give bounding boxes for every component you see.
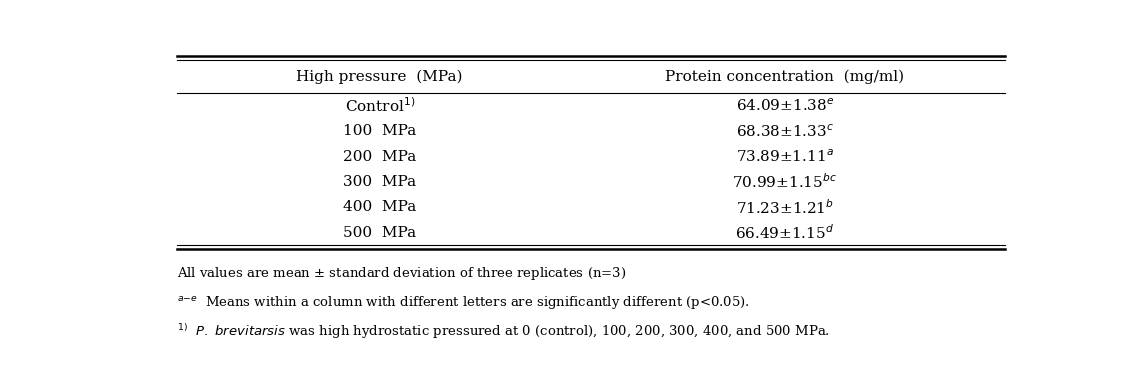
Text: 68.38±1.33$^{c}$: 68.38±1.33$^{c}$ bbox=[736, 123, 834, 140]
Text: 73.89±1.11$^{a}$: 73.89±1.11$^{a}$ bbox=[736, 148, 834, 165]
Text: $^{a\mathrm{-}e}$  Means within a column with different letters are significantl: $^{a\mathrm{-}e}$ Means within a column … bbox=[177, 294, 750, 311]
Text: 64.09±1.38$^{e}$: 64.09±1.38$^{e}$ bbox=[735, 98, 834, 114]
Text: 71.23±1.21$^{b}$: 71.23±1.21$^{b}$ bbox=[736, 198, 834, 217]
Text: $^{1)}$  $\it{P. \ brevitarsis}$ was high hydrostatic pressured at 0 (control), : $^{1)}$ $\it{P. \ brevitarsis}$ was high… bbox=[177, 322, 830, 341]
Text: 500  MPa: 500 MPa bbox=[343, 226, 416, 240]
Text: 400  MPa: 400 MPa bbox=[343, 200, 416, 214]
Text: 70.99±1.15$^{bc}$: 70.99±1.15$^{bc}$ bbox=[733, 173, 837, 191]
Text: 200  MPa: 200 MPa bbox=[343, 150, 416, 163]
Text: 300  MPa: 300 MPa bbox=[343, 175, 416, 189]
Text: Control$^{1)}$: Control$^{1)}$ bbox=[344, 96, 415, 115]
Text: 66.49±1.15$^{d}$: 66.49±1.15$^{d}$ bbox=[735, 223, 834, 242]
Text: 100  MPa: 100 MPa bbox=[343, 124, 416, 138]
Text: All values are mean $\pm$ standard deviation of three replicates (n=3): All values are mean $\pm$ standard devia… bbox=[177, 265, 627, 282]
Text: High pressure  (MPa): High pressure (MPa) bbox=[296, 70, 463, 84]
Text: Protein concentration  (mg/ml): Protein concentration (mg/ml) bbox=[666, 70, 904, 84]
